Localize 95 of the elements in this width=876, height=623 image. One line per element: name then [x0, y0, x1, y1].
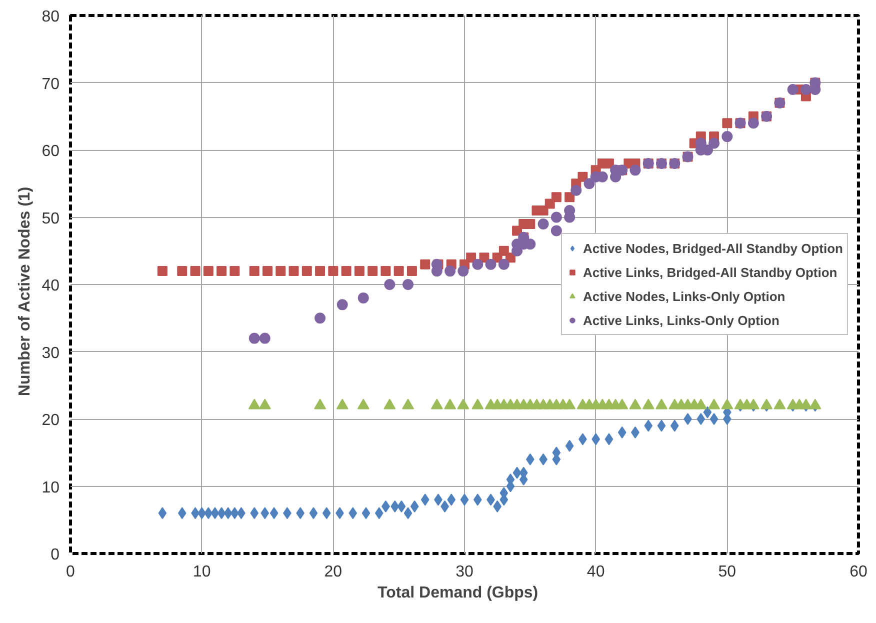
point	[472, 398, 484, 410]
x-axis-title: Total Demand (Gbps)	[378, 584, 538, 602]
point	[336, 299, 348, 310]
point	[578, 172, 588, 182]
point	[177, 266, 188, 276]
legend-label: Active Nodes, Bridged-All Standby Option	[582, 240, 843, 256]
point	[341, 266, 352, 276]
point	[722, 131, 733, 142]
point	[259, 332, 270, 344]
legend-label: Active Links, Links-Only Option	[582, 312, 780, 328]
x-tick-label: 50	[718, 564, 736, 580]
y-tick-label: 10	[42, 479, 60, 496]
legend-label: Active Nodes, Links-Only Option	[582, 288, 786, 304]
point	[203, 266, 214, 276]
point	[406, 266, 417, 276]
point	[760, 398, 773, 410]
point	[444, 398, 456, 410]
point	[458, 266, 469, 277]
point	[550, 225, 562, 236]
point	[809, 398, 822, 410]
y-tick-label: 80	[42, 8, 60, 26]
point	[800, 84, 812, 95]
point	[258, 398, 271, 410]
point	[466, 252, 476, 263]
point	[457, 398, 470, 410]
point	[584, 178, 595, 190]
point	[544, 198, 555, 209]
point	[276, 266, 286, 276]
point	[538, 218, 549, 230]
point	[748, 118, 759, 129]
point	[420, 259, 430, 270]
legend-label: Active Links, Bridged-All Standby Option	[582, 264, 838, 280]
point	[314, 398, 326, 410]
point	[551, 192, 562, 202]
point	[384, 279, 396, 290]
point	[302, 266, 312, 276]
point	[708, 138, 720, 149]
point	[570, 184, 582, 196]
point	[430, 398, 443, 410]
point	[248, 332, 260, 344]
point	[357, 398, 370, 410]
point	[380, 266, 391, 276]
y-tick-label: 40	[42, 278, 60, 294]
point	[498, 258, 510, 270]
point	[216, 266, 227, 276]
point	[550, 212, 562, 223]
point	[402, 279, 414, 290]
y-tick-label: 20	[42, 412, 60, 429]
point	[336, 398, 348, 410]
point	[642, 398, 654, 410]
point	[694, 398, 707, 410]
point	[747, 398, 760, 410]
x-tick-label: 20	[324, 564, 342, 580]
point	[774, 398, 786, 410]
x-tick-label: 40	[586, 564, 605, 580]
x-tick-label: 30	[456, 564, 474, 580]
y-axis-title: Number of Active Nodes (1)	[16, 186, 34, 396]
y-tick-label: 30	[42, 344, 60, 362]
point	[384, 398, 396, 410]
point	[190, 266, 200, 276]
point	[564, 398, 576, 410]
point	[485, 258, 496, 270]
point	[249, 266, 260, 276]
point	[444, 266, 456, 277]
y-tick-label: 70	[42, 76, 60, 93]
x-tick-label: 0	[66, 564, 76, 580]
point	[157, 266, 168, 276]
point	[262, 266, 272, 276]
y-tick-label: 60	[42, 143, 60, 160]
point	[721, 398, 734, 410]
point	[230, 266, 240, 276]
x-tick-label: 60	[850, 564, 868, 580]
point	[800, 398, 812, 410]
point	[328, 266, 338, 276]
point	[314, 312, 326, 324]
point	[472, 258, 484, 270]
point	[616, 398, 628, 410]
point	[722, 118, 732, 128]
point	[358, 292, 369, 304]
point	[564, 192, 575, 202]
point	[368, 266, 378, 276]
point	[787, 84, 798, 95]
point	[629, 398, 642, 410]
point	[248, 398, 260, 410]
point	[354, 266, 364, 276]
y-tick-label: 0	[50, 546, 60, 564]
point	[656, 398, 668, 410]
point	[708, 398, 720, 410]
point	[402, 398, 414, 410]
point	[394, 266, 404, 276]
point	[315, 266, 326, 276]
x-tick-label: 10	[192, 564, 211, 580]
y-tick-label: 50	[42, 210, 60, 228]
point	[630, 164, 641, 176]
point	[288, 266, 299, 276]
